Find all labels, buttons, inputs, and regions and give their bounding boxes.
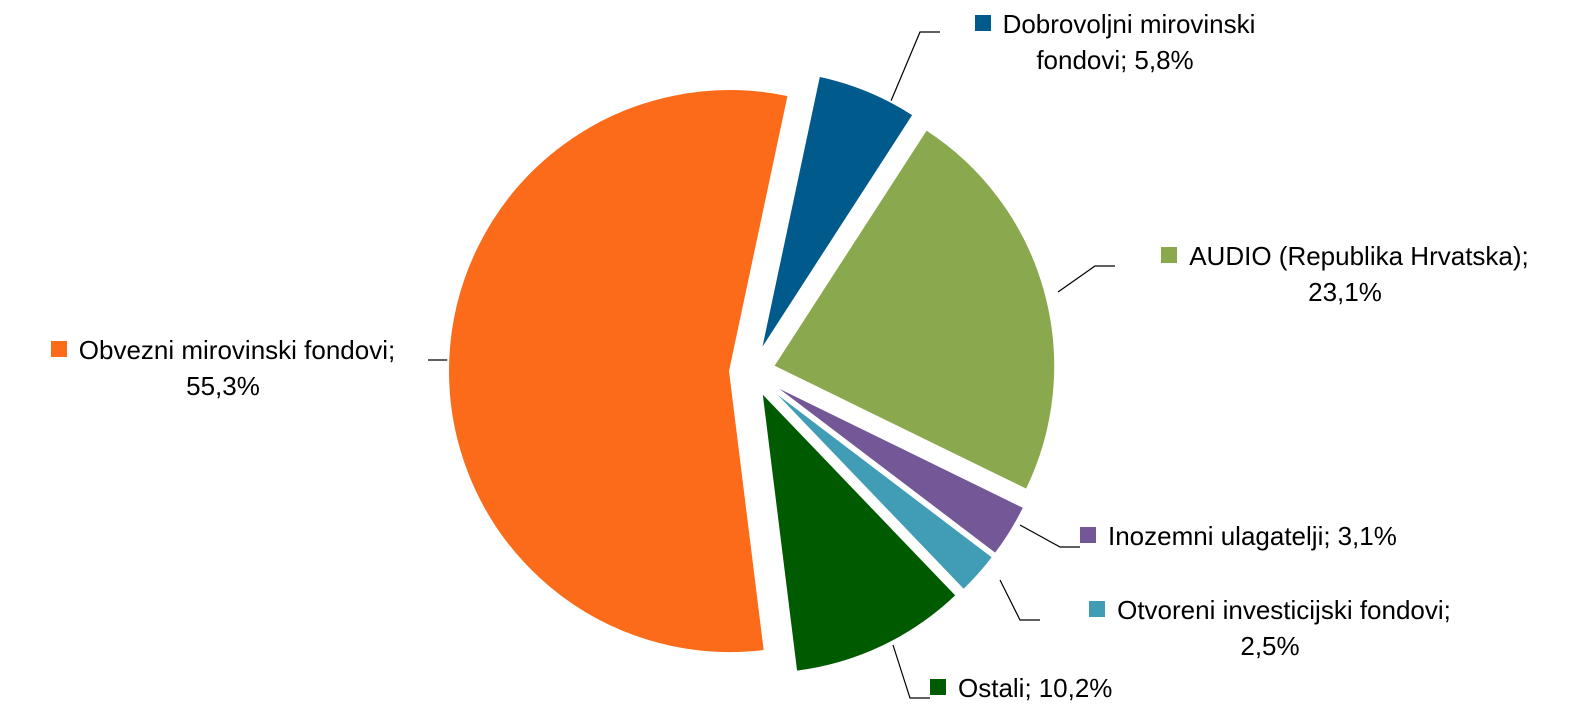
category-label: Inozemni ulagatelji; xyxy=(1108,521,1331,551)
leader-line xyxy=(999,579,1040,621)
category-label: Ostali; xyxy=(958,673,1032,703)
pie-slice xyxy=(771,127,1057,492)
data-label: AUDIO (Republika Hrvatska); 23,1% xyxy=(1115,238,1575,310)
legend-swatch xyxy=(1089,601,1106,617)
category-label: Obvezni mirovinski fondovi; xyxy=(78,335,396,365)
legend-swatch xyxy=(974,15,991,31)
data-label: Dobrovoljni mirovinski fondovi; 5,8% xyxy=(940,6,1290,78)
legend-swatch xyxy=(1080,527,1096,543)
value-label: 2,5% xyxy=(1240,631,1300,661)
legend-swatch xyxy=(50,341,67,357)
data-label: Ostali; 10,2% xyxy=(930,670,1230,706)
value-label: 23,1% xyxy=(1308,277,1382,307)
data-label: Otvoreni investicijski fondovi; 2,5% xyxy=(1040,592,1500,664)
pie-slice xyxy=(767,385,995,592)
pie-slice xyxy=(447,88,790,654)
value-label: 10,2% xyxy=(1038,673,1113,703)
category-label: Otvoreni investicijski fondovi; xyxy=(1117,595,1451,625)
data-label: Inozemni ulagatelji; 3,1% xyxy=(1080,518,1500,554)
leader-line xyxy=(1019,524,1080,548)
value-label: 55,3% xyxy=(186,371,260,401)
legend-swatch xyxy=(930,679,946,695)
leader-line xyxy=(892,644,930,699)
leader-line xyxy=(1057,265,1115,293)
category-label: AUDIO (Republika Hrvatska); xyxy=(1189,241,1529,271)
pie-slice xyxy=(759,74,915,353)
pie-slice xyxy=(760,389,959,673)
pie-slice xyxy=(770,382,1026,556)
category-label: Dobrovoljni mirovinski fondovi; xyxy=(1002,9,1256,75)
legend-swatch xyxy=(1161,247,1178,263)
value-label: 5,8% xyxy=(1134,45,1194,75)
value-label: 3,1% xyxy=(1337,521,1397,551)
data-label: Obvezni mirovinski fondovi; 55,3% xyxy=(8,332,438,404)
leader-line xyxy=(882,31,940,121)
